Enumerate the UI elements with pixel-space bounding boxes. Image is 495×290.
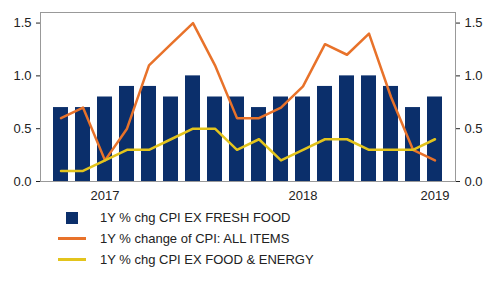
svg-text:2019: 2019 (421, 188, 450, 203)
html-text:1Y % chg CPI EX FRESH FOOD: 1Y % chg CPI EX FRESH FOOD (100, 210, 291, 225)
svg-text:2018: 2018 (289, 188, 318, 203)
svg-text:0.5: 0.5 (13, 121, 31, 136)
svg-text:1.5: 1.5 (465, 15, 483, 30)
svg-text:1.0: 1.0 (465, 68, 483, 83)
svg-text:2017: 2017 (91, 188, 120, 203)
svg-text:0.0: 0.0 (465, 174, 483, 189)
svg-text:1.5: 1.5 (13, 15, 31, 30)
svg-text:0.0: 0.0 (13, 174, 31, 189)
svg-text:0.5: 0.5 (465, 121, 483, 136)
html-text:1Y % change of CPI: ALL ITEMS: 1Y % change of CPI: ALL ITEMS (100, 231, 290, 246)
html-text:1Y % chg CPI EX FOOD & ENERGY: 1Y % chg CPI EX FOOD & ENERGY (100, 252, 314, 267)
svg-text:1.0: 1.0 (13, 68, 31, 83)
